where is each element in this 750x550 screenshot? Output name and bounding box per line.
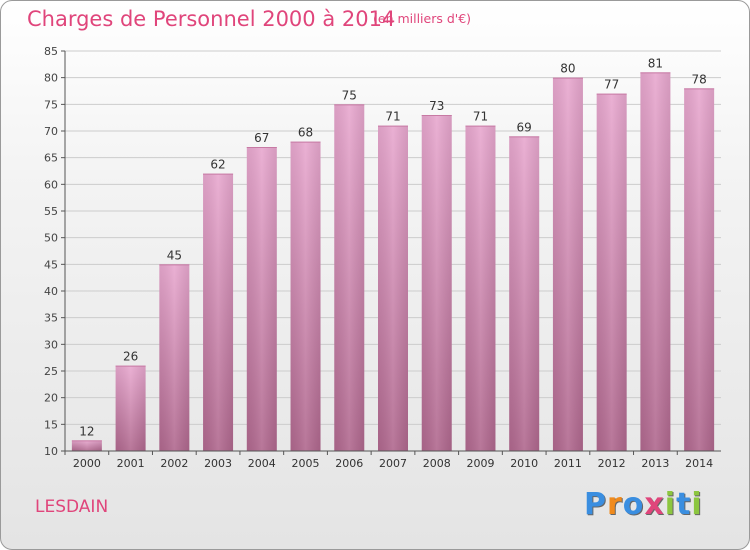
x-tick-label: 2008: [423, 457, 451, 470]
bar-shade-2006: [334, 104, 365, 451]
proxiti-logo[interactable]: Proxiti: [584, 487, 703, 522]
bar-shade-2008: [421, 115, 452, 451]
y-tick-label: 60: [44, 178, 58, 191]
y-tick-label: 40: [44, 285, 58, 298]
data-label: 71: [473, 110, 488, 124]
y-tick-label: 85: [44, 45, 58, 58]
data-label: 78: [691, 72, 706, 86]
data-label: 77: [604, 78, 619, 92]
bar-shade-2000: [71, 440, 102, 451]
x-tick-label: 2001: [117, 457, 145, 470]
logo-letter: i: [664, 487, 677, 522]
logo-letter: o: [622, 487, 645, 522]
bars: [71, 72, 715, 452]
y-tick-label: 50: [44, 232, 58, 245]
logo-letter: r: [607, 487, 623, 522]
y-tick-label: 30: [44, 338, 58, 351]
data-label: 68: [298, 126, 313, 140]
y-tick-label: 20: [44, 392, 58, 405]
bar-shade-2010: [509, 136, 540, 452]
y-tick-label: 25: [44, 365, 58, 378]
y-tick-label: 35: [44, 312, 58, 325]
bar-shade-2009: [465, 125, 496, 452]
data-label: 69: [517, 120, 532, 134]
bar-shade-2011: [552, 77, 583, 452]
data-label: 73: [429, 99, 444, 113]
data-label: 62: [210, 158, 225, 172]
x-tick-label: 2006: [335, 457, 363, 470]
bar-shade-2012: [596, 93, 627, 452]
bar-shade-2002: [159, 264, 190, 451]
data-label: 80: [560, 62, 575, 76]
data-label: 75: [342, 88, 357, 102]
data-label: 45: [167, 248, 182, 262]
y-tick-label: 70: [44, 125, 58, 138]
x-tick-label: 2003: [204, 457, 232, 470]
x-tick-label: 2013: [641, 457, 669, 470]
data-label: 71: [385, 110, 400, 124]
x-tick-label: 2012: [598, 457, 626, 470]
x-tick-label: 2011: [554, 457, 582, 470]
logo-letter: x: [644, 487, 665, 522]
y-tick-label: 45: [44, 258, 58, 271]
x-tick-label: 2005: [292, 457, 320, 470]
logo-letter: t: [676, 487, 692, 522]
axes: 10 15 20 25 30 35 40 45 50 55 60 65 70 75 80 85 2000 2001…: [44, 45, 721, 470]
bar-shade-2005: [290, 141, 321, 451]
bar-shade-2014: [684, 88, 715, 451]
bar-shade-2001: [115, 365, 146, 451]
y-tick-label: 75: [44, 98, 58, 111]
commune-name: LESDAIN: [35, 497, 109, 517]
chart-title: Charges de Personnel 2000 à 2014: [27, 7, 396, 31]
data-label: 26: [123, 350, 138, 364]
y-tick-label: 10: [44, 445, 58, 458]
x-tick-label: 2007: [379, 457, 407, 470]
x-tick-label: 2004: [248, 457, 276, 470]
data-label: 81: [648, 56, 663, 70]
chart-subtitle: (en milliers d'€): [373, 11, 472, 26]
y-tick-label: 80: [44, 72, 58, 85]
bar-shade-2007: [378, 125, 408, 452]
logo-letter: P: [584, 487, 607, 522]
bar-shade-2003: [203, 173, 234, 451]
data-labels: 12 26 45 62 67 68 75 71 73 71 69 80 77 81 78: [79, 56, 707, 438]
bar-shade-2013: [640, 72, 671, 451]
y-tick-label: 65: [44, 152, 58, 165]
x-tick-label: 2000: [73, 457, 101, 470]
x-tick-label: 2014: [685, 457, 713, 470]
x-tick-label: 2010: [510, 457, 538, 470]
logo-letter: i: [691, 487, 703, 522]
bar-shade-2004: [246, 147, 277, 451]
x-tick-label: 2009: [466, 457, 494, 470]
x-tick-label: 2002: [160, 457, 188, 470]
y-tick-label: 15: [44, 418, 58, 431]
y-tick-label: 55: [44, 205, 58, 218]
data-label: 12: [79, 424, 94, 438]
data-label: 67: [254, 131, 269, 145]
